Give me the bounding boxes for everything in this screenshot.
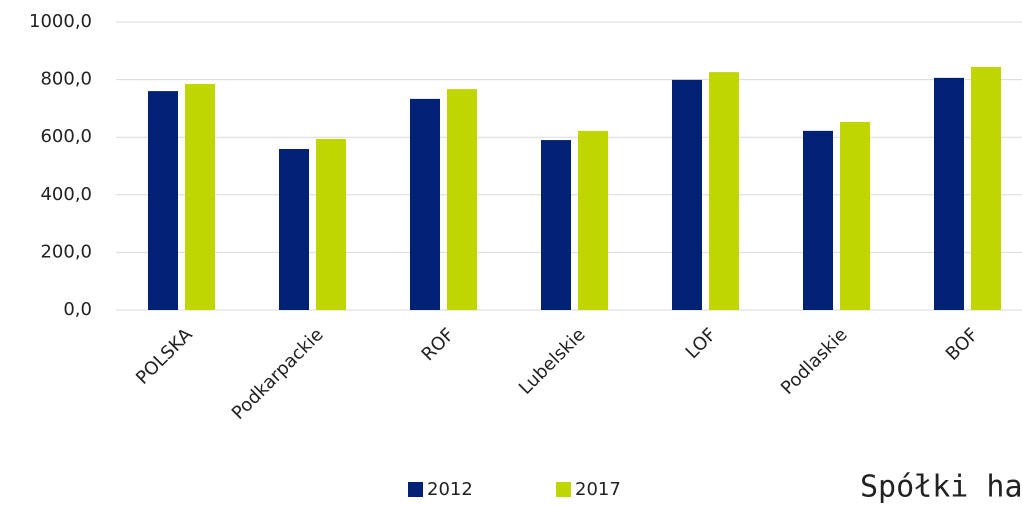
bar bbox=[840, 121, 870, 310]
bar bbox=[316, 138, 346, 310]
bar bbox=[578, 130, 608, 310]
y-tick-label: 1000,0 bbox=[29, 11, 92, 32]
x-tick-label: POLSKA bbox=[132, 324, 197, 389]
x-tick-label: LOF bbox=[682, 324, 721, 363]
y-tick-label: 0,0 bbox=[63, 299, 92, 320]
x-tick-label: BOF bbox=[942, 324, 983, 365]
bar bbox=[971, 66, 1001, 310]
x-tick-label: Podkarpackie bbox=[228, 324, 328, 424]
legend-label: 2017 bbox=[575, 479, 621, 500]
y-tick-label: 800,0 bbox=[40, 69, 92, 90]
bar bbox=[709, 72, 739, 310]
bar bbox=[672, 79, 702, 310]
legend-label: 2012 bbox=[427, 479, 473, 500]
bar bbox=[185, 83, 215, 310]
x-tick-label: ROF bbox=[418, 324, 459, 365]
bar bbox=[447, 89, 477, 310]
y-tick-label: 400,0 bbox=[40, 184, 92, 205]
bar bbox=[934, 77, 964, 310]
bar bbox=[541, 140, 571, 310]
annotation: Spółki ha bbox=[860, 470, 1022, 505]
bar bbox=[148, 91, 178, 311]
y-tick-label: 600,0 bbox=[40, 126, 92, 147]
bar bbox=[279, 149, 309, 310]
x-tick-label: Lubelskie bbox=[515, 324, 590, 399]
bar bbox=[803, 130, 833, 310]
y-tick-label: 200,0 bbox=[40, 241, 92, 262]
legend-swatch bbox=[408, 482, 423, 497]
x-tick-label: Podlaskie bbox=[777, 324, 852, 399]
legend-swatch bbox=[556, 482, 571, 497]
bar bbox=[410, 98, 440, 311]
